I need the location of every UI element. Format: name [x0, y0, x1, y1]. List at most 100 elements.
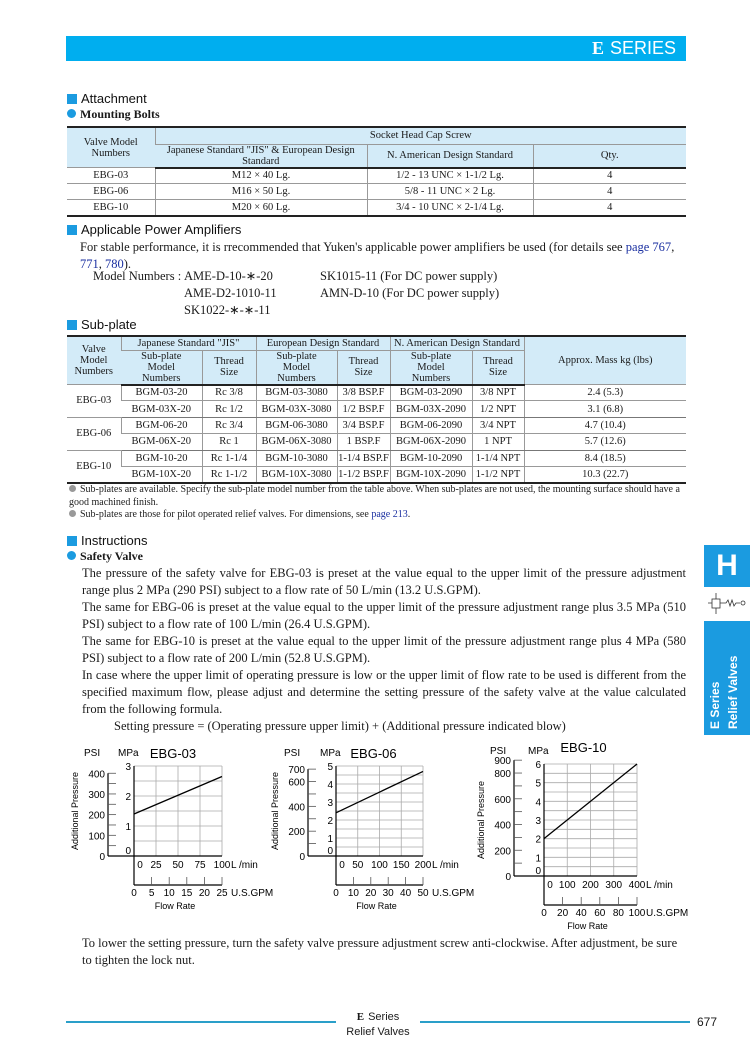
amplifiers-text: For stable performance, it is rrecommend… — [80, 239, 690, 273]
lmin-tick-label: 100 — [214, 860, 231, 871]
y-axis-title: Additional Pressure — [270, 772, 280, 850]
model-number: AME-D2-1010-11 — [184, 286, 277, 300]
side-tab[interactable]: H E Series Relief Valves — [704, 545, 750, 735]
x-axis-title: Flow Rate — [356, 901, 397, 911]
gpm-tick-label: 5 — [149, 888, 155, 899]
page-771-link[interactable]: 771 — [80, 257, 99, 271]
mpa-tick-label: 4 — [327, 780, 333, 791]
paragraph: The pressure of the safety valve for EBG… — [82, 566, 686, 597]
mounting-bolts-table: Valve Model Numbers Socket Head Cap Screw… — [67, 126, 686, 217]
amplifiers-intro: For stable performance, it is rrecommend… — [80, 240, 626, 254]
mpa-tick-label: 5 — [327, 762, 333, 773]
subsection-safety-valve: Safety Valve — [67, 549, 143, 564]
separator: , — [671, 240, 675, 254]
table-row: EBG-06 BGM-06-20 Rc 3/4 BGM-06-3080 3/4 BSP.… — [67, 417, 686, 451]
cell-jis-t: Rc 3/8 — [201, 384, 256, 402]
mpa-unit-label: MPa — [118, 748, 139, 759]
mpa-tick-label: 3 — [327, 798, 333, 809]
gpm-tick-label: 15 — [181, 888, 193, 899]
cell-jis-t: Rc 1-1/4 — [201, 450, 256, 467]
header-jis: Japanese Standard "JIS" — [120, 336, 256, 351]
separator: , — [98, 257, 105, 271]
cell-na: BGM-03-2090 — [389, 384, 472, 402]
cell-eu-t: 3/8 BSP.F — [336, 384, 390, 402]
psi-tick-label: 200 — [288, 827, 305, 838]
mpa-tick-label: 3 — [535, 816, 541, 827]
gpm-tick-label: 40 — [400, 888, 412, 899]
cell-eu-t: 1 BSP.F — [336, 433, 390, 451]
paragraph: In case where the upper limit of operati… — [82, 668, 686, 716]
mpa-tick-label: 2 — [327, 816, 333, 827]
section-amplifiers-heading: Applicable Power Amplifiers — [67, 222, 241, 237]
psi-tick-label: 600 — [494, 795, 511, 806]
header-thread: Thread Size — [336, 350, 390, 386]
cell-jis: BGM-10X-20 — [121, 466, 202, 484]
psi-tick-label: 0 — [99, 852, 105, 863]
gpm-tick-label: 80 — [613, 908, 625, 919]
cell-qty: 4 — [532, 183, 686, 200]
x-axis-title: Flow Rate — [567, 921, 608, 931]
cell-na: BGM-03X-2090 — [389, 400, 472, 418]
table-row: BGM-03X-20 Rc 1/2 BGM-03X-3080 1/2 BSP.F BGM… — [67, 400, 686, 418]
note-text: Sub-plates are those for pilot operated … — [80, 509, 372, 520]
header-band: E SERIES — [66, 36, 686, 61]
gpm-tick-label: 20 — [365, 888, 377, 899]
psi-unit-label: PSI — [84, 748, 100, 759]
lmin-tick-label: 150 — [393, 860, 410, 871]
header-model: Sub-plate Model Numbers — [255, 350, 337, 386]
page-213-link[interactable]: page 213 — [371, 509, 408, 520]
subsection-title: Safety Valve — [80, 549, 143, 563]
cell-jis: BGM-03-20 — [120, 384, 202, 402]
cell-eu-t: 1/2 BSP.F — [336, 400, 390, 418]
gpm-tick-label: 10 — [348, 888, 360, 899]
gpm-tick-label: 10 — [164, 888, 176, 899]
psi-tick-label: 400 — [494, 821, 511, 832]
psi-tick-label: 0 — [299, 852, 305, 863]
header-model: Sub-plate Model Numbers — [389, 350, 472, 386]
models-col2: SK1015-11 (For DC power supply) AMN-D-10… — [320, 268, 499, 302]
page-780-link[interactable]: 780 — [105, 257, 124, 271]
mpa-tick-label: 1 — [327, 834, 333, 845]
footer-subtitle: Relief Valves — [346, 1026, 410, 1038]
gray-bullet-icon — [69, 485, 76, 492]
lmin-tick-label: 0 — [547, 880, 553, 891]
lmin-tick-label: 0 — [339, 860, 345, 871]
mpa-tick-label: 1 — [125, 822, 131, 833]
cell-valve: EBG-10 — [67, 450, 121, 484]
header-mass: Approx. Mass kg (lbs) — [523, 336, 686, 385]
section-subplate-heading: Sub-plate — [67, 317, 137, 332]
subsection-title: Mounting Bolts — [80, 107, 160, 121]
lmin-tick-label: 300 — [605, 880, 622, 891]
cell-na-t: 1-1/4 NPT — [471, 450, 524, 467]
cell-model: EBG-10 — [67, 199, 155, 216]
square-bullet-icon — [67, 225, 77, 235]
cell-na-t: 1-1/2 NPT — [471, 466, 524, 484]
table-row: EBG-10 M20 × 60 Lg. 3/4 - 10 UNC × 2-1/4 L… — [67, 199, 686, 216]
cell-mass: 3.1 (6.8) — [523, 400, 686, 418]
cell-mass: 8.4 (18.5) — [523, 450, 686, 467]
mpa-tick-label: 6 — [535, 760, 541, 771]
series-title: E SERIES — [592, 38, 676, 59]
gpm-unit-label: U.S.GPM — [646, 908, 688, 919]
page-767-link[interactable]: page 767 — [625, 240, 672, 254]
cell-na: 3/4 - 10 UNC × 2-1/4 Lg. — [366, 199, 533, 216]
psi-tick-label: 400 — [88, 769, 105, 780]
series-line — [543, 763, 638, 840]
y-axis-title: Additional Pressure — [70, 772, 80, 850]
header-thread: Thread Size — [201, 350, 256, 386]
cell-valve: EBG-06 — [67, 417, 121, 451]
table-row: BGM-06X-20 Rc 1 BGM-06X-3080 1 BSP.F BGM-06X… — [67, 433, 686, 451]
cell-mass: 2.4 (5.3) — [523, 384, 686, 402]
circle-bullet-icon — [67, 551, 76, 560]
header-eu: European Design Standard — [255, 336, 390, 351]
model-number: SK1015-11 (For DC power supply) — [320, 269, 498, 283]
header-jis: Japanese Standard "JIS" & European Desig… — [155, 144, 367, 169]
cell-na-t: 1/2 NPT — [471, 400, 524, 418]
side-tab-line2: Relief Valves — [726, 655, 740, 729]
formula: Setting pressure = (Operating pressure u… — [114, 719, 566, 733]
header-socket-head-cap-screw: Socket Head Cap Screw — [154, 127, 686, 145]
paragraph: The same for EBG-10 is preset at the val… — [82, 634, 686, 665]
psi-tick-label: 900 — [494, 756, 511, 767]
chart-title: EBG-10 — [560, 740, 606, 755]
psi-unit-label: PSI — [490, 746, 506, 757]
